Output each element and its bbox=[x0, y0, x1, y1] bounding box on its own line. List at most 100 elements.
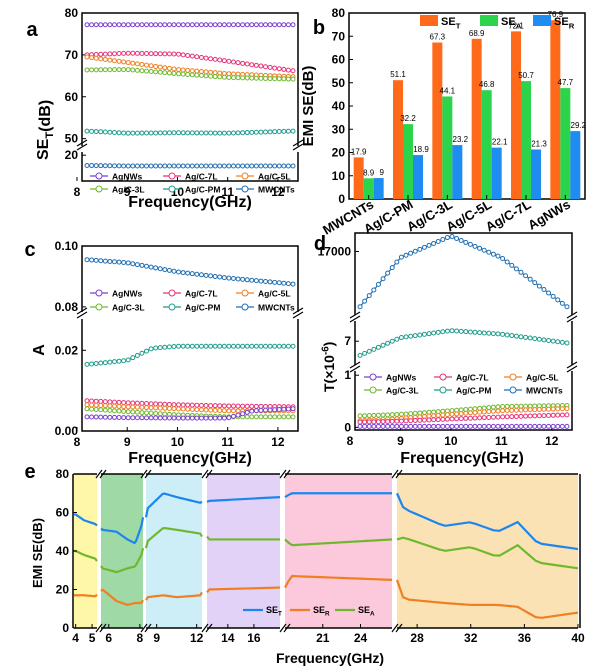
legend-swatch-marker bbox=[168, 172, 176, 180]
series-Ag/C-PM-point bbox=[290, 343, 296, 349]
legend-label-sub: A bbox=[516, 21, 522, 30]
series-Ag/C-PM-point bbox=[185, 343, 191, 349]
series-AgNWs-point bbox=[559, 423, 565, 429]
series-Ag/C-3L-point bbox=[107, 407, 113, 413]
series-Ag/C-7L-point bbox=[139, 400, 145, 406]
series-Ag/C-3L-point bbox=[185, 71, 191, 77]
series-SE_R-segment bbox=[74, 593, 98, 598]
x-tick-label: 21 bbox=[316, 631, 330, 645]
series-Ag/C-7L-point bbox=[444, 416, 450, 422]
series-SE_R-segment bbox=[206, 586, 281, 594]
series-Ag/C-3L-point bbox=[272, 76, 278, 82]
y-tick-label: 0 bbox=[344, 420, 351, 434]
series-AgNWs-point bbox=[253, 408, 259, 414]
series-Ag/C-3L-point bbox=[157, 69, 163, 75]
y-tick-label: 20 bbox=[332, 146, 346, 160]
series-AgNWs-point bbox=[258, 407, 264, 413]
series-Ag/C-7L-point bbox=[527, 413, 533, 419]
series-MWCNTs-point bbox=[394, 259, 400, 265]
y-tick-label: 60 bbox=[332, 53, 346, 67]
series-Ag/C-PM-point bbox=[267, 343, 273, 349]
series-Ag/C-3L-point bbox=[189, 72, 195, 78]
legend-swatch-marker bbox=[168, 289, 176, 297]
bar-SE_A bbox=[442, 96, 453, 199]
series-MWCNTs-point bbox=[249, 277, 255, 283]
series-MWCNTs-point bbox=[467, 241, 473, 247]
series-Ag/C-7L-point bbox=[230, 59, 236, 65]
series-Ag/C-7L-point bbox=[504, 414, 510, 420]
series-AgNWs-point bbox=[144, 22, 150, 28]
series-MWCNTs-point bbox=[111, 163, 117, 169]
bar-SE_T bbox=[471, 38, 482, 200]
series-Ag/C-7L-point bbox=[394, 418, 400, 424]
series-Ag/C-5L-point bbox=[130, 60, 136, 66]
series-Ag/C-7L-point bbox=[125, 400, 131, 406]
series-AgNWs-point bbox=[203, 415, 209, 421]
series-MWCNTs-point bbox=[98, 258, 104, 264]
series-AgNWs-point bbox=[157, 22, 163, 28]
series-Ag/C-7L-point bbox=[217, 57, 223, 63]
series-MWCNTs-point bbox=[440, 237, 446, 243]
series-Ag/C-5L-point bbox=[84, 54, 90, 60]
series-AgNWs-point bbox=[500, 423, 506, 429]
series-Ag/C-PM-point bbox=[394, 336, 400, 342]
series-Ag/C-7L-point bbox=[212, 403, 218, 409]
series-MWCNTs-point bbox=[518, 269, 524, 275]
series-AgNWs-point bbox=[253, 22, 259, 28]
series-Ag/C-7L-point bbox=[267, 64, 273, 70]
y-axis-label: EMI SE(dB) bbox=[300, 66, 317, 147]
series-Ag/C-PM-point bbox=[467, 329, 473, 335]
legend-swatch-marker bbox=[509, 386, 517, 394]
series-Ag/C-7L-point bbox=[523, 413, 529, 419]
series-SE_R-segment bbox=[100, 588, 144, 606]
series-AgNWs-point bbox=[495, 423, 501, 429]
legend-label-sub: R bbox=[569, 21, 575, 30]
series-Ag/C-PM-point bbox=[272, 343, 278, 349]
series-Ag/C-PM-point bbox=[171, 344, 177, 350]
series-MWCNTs-point bbox=[189, 163, 195, 169]
x-tick-label: 9 bbox=[124, 435, 131, 449]
legend-label: SET bbox=[441, 16, 461, 30]
series-Ag/C-5L-point bbox=[509, 407, 515, 413]
bar-SE_R bbox=[413, 155, 423, 199]
series-Ag/C-7L-point bbox=[153, 51, 159, 57]
series-MWCNTs-point bbox=[276, 280, 282, 286]
series-Ag/C-3L-point bbox=[357, 413, 363, 419]
series-AgNWs-point bbox=[444, 423, 450, 429]
series-Ag/C-5L-point bbox=[162, 65, 168, 71]
x-tick-label: 12 bbox=[190, 631, 204, 645]
series-MWCNTs-point bbox=[208, 273, 214, 279]
series-Ag/C-5L-point bbox=[84, 402, 90, 408]
series-Ag/C-5L-point bbox=[157, 405, 163, 411]
series-MWCNTs-point bbox=[107, 163, 113, 169]
bar-data-label: 32.2 bbox=[400, 114, 416, 123]
series-MWCNTs-point bbox=[102, 258, 108, 264]
bar-data-label: 23.2 bbox=[453, 135, 469, 144]
series-Ag/C-3L-point bbox=[276, 76, 282, 82]
series-AgNWs-point bbox=[185, 415, 191, 421]
series-Ag/C-3L-point bbox=[267, 414, 273, 420]
series-Ag/C-3L-point bbox=[89, 406, 95, 412]
series-AgNWs-point bbox=[212, 22, 218, 28]
series-Ag/C-PM-point bbox=[166, 130, 172, 136]
series-Ag/C-7L-point bbox=[244, 403, 250, 409]
series-MWCNTs-point bbox=[84, 257, 90, 263]
series-Ag/C-PM-point bbox=[380, 342, 386, 348]
series-AgNWs-point bbox=[208, 415, 214, 421]
series-AgNWs-point bbox=[481, 423, 487, 429]
x-tick-label: 8 bbox=[347, 434, 354, 448]
series-MWCNTs-point bbox=[253, 278, 259, 284]
series-Ag/C-PM-point bbox=[226, 343, 232, 349]
axis-break-mark bbox=[95, 623, 103, 633]
series-Ag/C-5L-point bbox=[198, 69, 204, 75]
series-Ag/C-7L-point bbox=[157, 51, 163, 57]
legend-label-main: SE bbox=[313, 605, 325, 615]
series-Ag/C-7L-point bbox=[139, 50, 145, 56]
series-Ag/C-3L-point bbox=[509, 403, 515, 409]
series-MWCNTs-point bbox=[144, 163, 150, 169]
series-AgNWs-point bbox=[408, 423, 414, 429]
series-MWCNTs-point bbox=[500, 256, 506, 262]
series-Ag/C-7L-point bbox=[162, 401, 168, 407]
series-Ag/C-PM-point bbox=[98, 129, 104, 135]
legend-swatch-marker bbox=[241, 289, 249, 297]
